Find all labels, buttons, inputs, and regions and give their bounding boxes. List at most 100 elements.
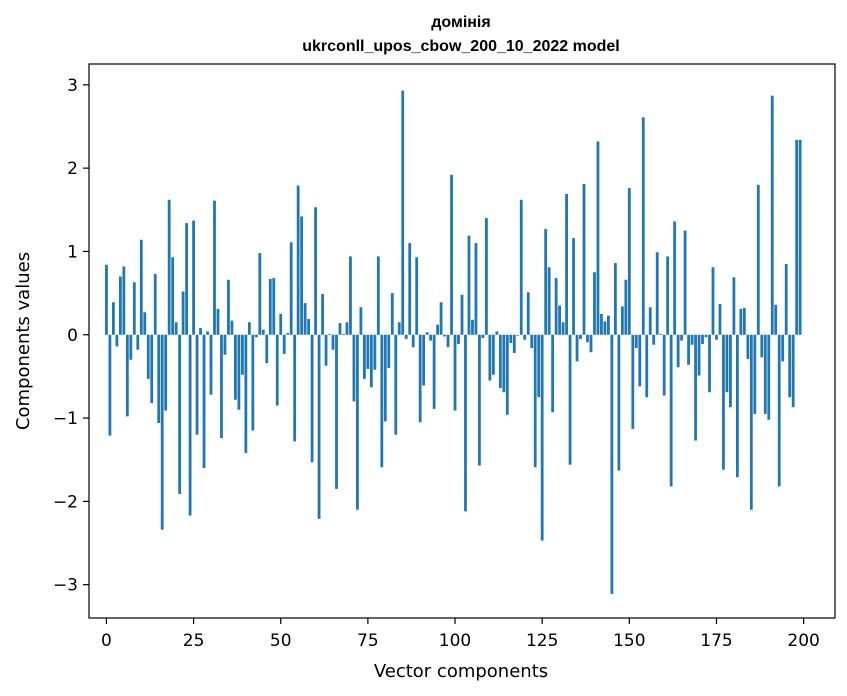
x-axis-ticks: 0 25 50 75 100 125 150 175 200 bbox=[101, 618, 820, 651]
bar bbox=[575, 334, 579, 362]
bar bbox=[279, 313, 283, 335]
bar bbox=[467, 235, 471, 335]
bar bbox=[533, 334, 537, 468]
bar bbox=[157, 334, 161, 424]
y-tick-label: −1 bbox=[53, 409, 78, 429]
bar bbox=[729, 334, 732, 408]
y-tick-label: 0 bbox=[67, 326, 78, 346]
y-tick-label: −3 bbox=[53, 576, 78, 596]
bar bbox=[547, 267, 551, 335]
bar bbox=[247, 322, 251, 335]
bar bbox=[600, 313, 603, 335]
bar bbox=[593, 272, 596, 335]
bar bbox=[781, 334, 785, 362]
bar bbox=[457, 334, 460, 344]
y-axis-ticks: −3 −2 −1 0 1 2 3 bbox=[53, 76, 89, 596]
bar bbox=[687, 334, 690, 365]
bar bbox=[171, 257, 175, 335]
bar bbox=[376, 256, 380, 335]
x-tick-label: 75 bbox=[357, 631, 379, 651]
bar bbox=[275, 334, 279, 406]
bar bbox=[565, 193, 568, 335]
bar bbox=[736, 334, 739, 478]
bar bbox=[394, 334, 398, 435]
bar bbox=[206, 331, 209, 335]
bar bbox=[641, 117, 645, 335]
bar bbox=[202, 334, 206, 469]
bar bbox=[105, 264, 108, 335]
bar bbox=[519, 199, 523, 335]
bar bbox=[216, 308, 220, 335]
bar bbox=[199, 328, 202, 335]
bar bbox=[732, 277, 736, 335]
x-tick-label: 175 bbox=[700, 631, 732, 651]
bar bbox=[390, 293, 394, 335]
bar bbox=[690, 334, 694, 345]
bar bbox=[443, 334, 446, 337]
bar bbox=[673, 221, 677, 335]
bar bbox=[495, 331, 499, 335]
bar bbox=[307, 318, 311, 335]
bar bbox=[192, 220, 195, 335]
bar bbox=[798, 139, 802, 335]
bar bbox=[763, 334, 767, 414]
bar bbox=[223, 334, 227, 355]
bar bbox=[164, 334, 168, 411]
bar bbox=[551, 334, 555, 413]
bar bbox=[627, 188, 631, 335]
bar bbox=[718, 303, 722, 335]
bar bbox=[715, 334, 718, 340]
bar bbox=[129, 334, 133, 360]
bar bbox=[227, 279, 230, 335]
bar bbox=[694, 334, 697, 441]
bar bbox=[408, 243, 412, 335]
bar bbox=[509, 334, 513, 344]
bar bbox=[784, 263, 788, 335]
bar bbox=[753, 334, 757, 414]
bar bbox=[404, 334, 408, 339]
bar bbox=[317, 334, 321, 519]
bar bbox=[505, 334, 509, 415]
bar bbox=[425, 332, 429, 335]
bar bbox=[655, 252, 659, 335]
bar bbox=[446, 334, 450, 348]
bar bbox=[523, 334, 527, 340]
bar bbox=[418, 334, 422, 423]
bar bbox=[363, 334, 366, 379]
bar bbox=[112, 302, 115, 335]
bar bbox=[589, 334, 593, 353]
bar bbox=[356, 334, 359, 510]
bar bbox=[516, 334, 520, 336]
y-tick-label: 2 bbox=[67, 159, 78, 179]
bar bbox=[613, 263, 617, 335]
bar bbox=[303, 303, 307, 335]
bar bbox=[352, 334, 356, 402]
bar bbox=[289, 242, 293, 335]
bar bbox=[579, 334, 582, 339]
bar bbox=[652, 334, 656, 345]
bar bbox=[540, 334, 544, 541]
bar bbox=[645, 334, 649, 398]
bar bbox=[380, 334, 384, 468]
bar bbox=[349, 256, 352, 335]
bar bbox=[788, 334, 792, 398]
bar bbox=[439, 302, 443, 335]
bar bbox=[387, 334, 391, 369]
bar bbox=[491, 334, 495, 375]
bar bbox=[251, 334, 255, 431]
x-tick-label: 100 bbox=[439, 631, 471, 651]
bar bbox=[136, 334, 140, 350]
bar bbox=[624, 279, 628, 335]
x-tick-label: 0 bbox=[101, 631, 112, 651]
bar bbox=[432, 334, 436, 409]
bar bbox=[568, 334, 572, 465]
bar bbox=[680, 334, 684, 341]
bar bbox=[429, 334, 433, 341]
bar bbox=[345, 322, 349, 335]
x-tick-label: 200 bbox=[787, 631, 819, 651]
bar bbox=[314, 207, 317, 335]
bar bbox=[188, 334, 192, 516]
x-tick-label: 150 bbox=[613, 631, 645, 651]
bar bbox=[328, 333, 331, 335]
